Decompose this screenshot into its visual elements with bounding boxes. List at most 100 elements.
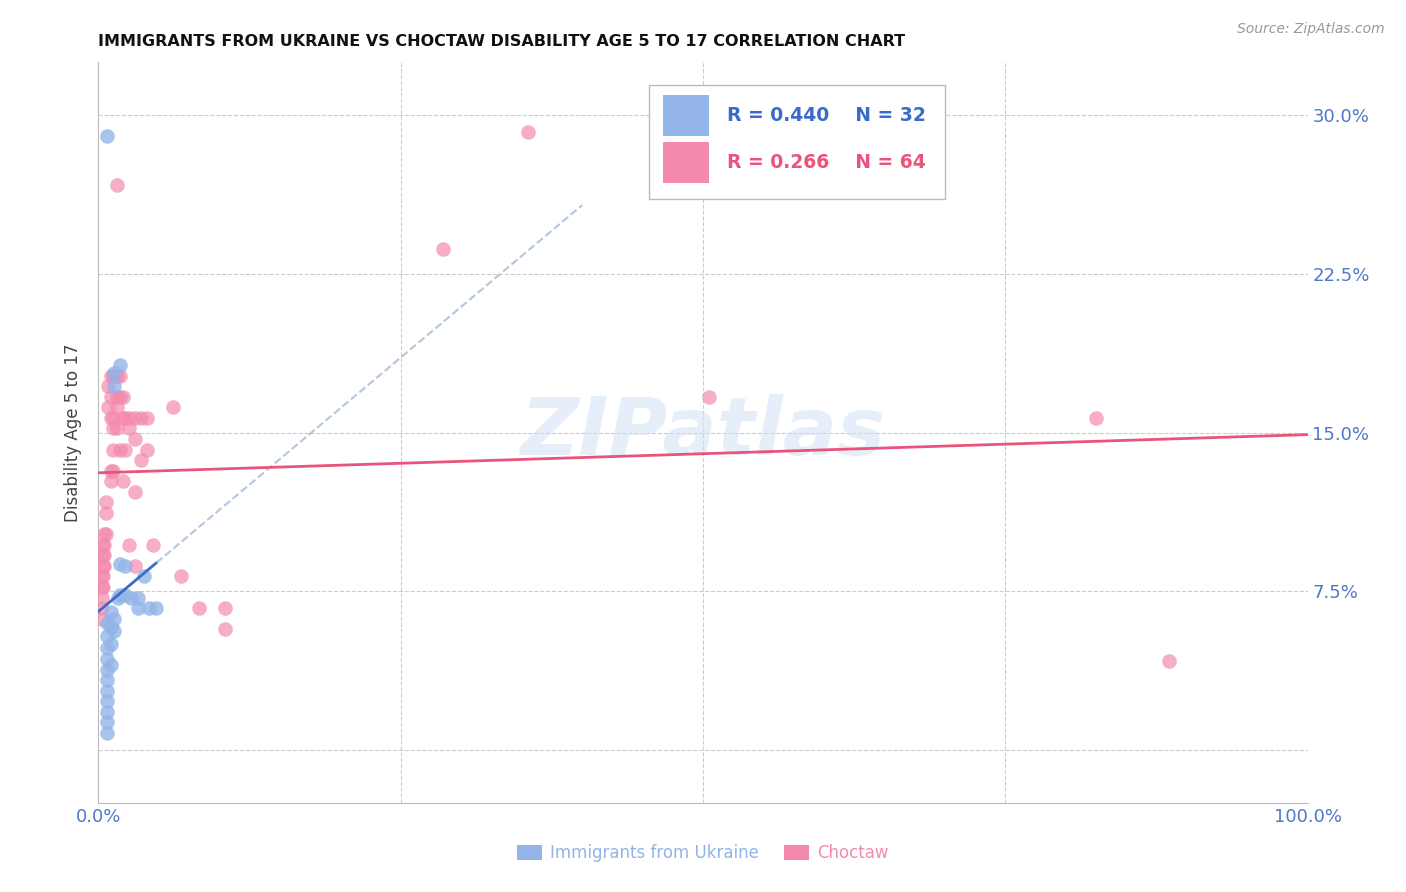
- Point: [111, 390, 134, 404]
- Text: R = 0.266    N = 64: R = 0.266 N = 64: [727, 153, 927, 172]
- Y-axis label: Disability Age 5 to 17: Disability Age 5 to 17: [65, 343, 83, 522]
- Point: [108, 589, 131, 603]
- Point: [105, 390, 128, 404]
- Point: [129, 410, 152, 425]
- Legend: Immigrants from Ukraine, Choctaw: Immigrants from Ukraine, Choctaw: [510, 838, 896, 869]
- Text: IMMIGRANTS FROM UKRAINE VS CHOCTAW DISABILITY AGE 5 TO 17 CORRELATION CHART: IMMIGRANTS FROM UKRAINE VS CHOCTAW DISAB…: [98, 34, 905, 49]
- Point: [96, 705, 118, 719]
- Point: [120, 591, 142, 605]
- Point: [145, 601, 167, 615]
- Point: [96, 715, 118, 730]
- Point: [91, 558, 114, 573]
- Point: [124, 432, 146, 446]
- Text: Source: ZipAtlas.com: Source: ZipAtlas.com: [1237, 22, 1385, 37]
- Point: [108, 368, 131, 383]
- Point: [94, 527, 117, 541]
- Point: [134, 569, 156, 583]
- Point: [103, 379, 125, 393]
- Point: [100, 658, 122, 673]
- Point: [108, 442, 131, 457]
- Point: [96, 629, 118, 643]
- Point: [101, 442, 124, 457]
- Point: [138, 601, 160, 615]
- Point: [107, 591, 129, 605]
- Point: [108, 390, 131, 404]
- Point: [101, 464, 124, 478]
- Point: [108, 557, 131, 571]
- Point: [91, 580, 114, 594]
- Point: [111, 475, 134, 489]
- Point: [187, 601, 209, 615]
- Point: [94, 495, 117, 509]
- Point: [97, 401, 120, 415]
- Point: [108, 358, 131, 372]
- Point: [100, 606, 122, 620]
- Point: [105, 368, 128, 383]
- Point: [91, 612, 114, 626]
- Point: [118, 538, 141, 552]
- Point: [214, 623, 236, 637]
- Point: [103, 612, 125, 626]
- Point: [91, 569, 114, 583]
- Point: [100, 410, 122, 425]
- Point: [96, 694, 118, 708]
- Point: [94, 506, 117, 520]
- Point: [103, 367, 125, 381]
- Point: [127, 591, 149, 605]
- Point: [129, 453, 152, 467]
- Point: [697, 390, 720, 404]
- Bar: [664, 95, 709, 136]
- Point: [124, 410, 146, 425]
- Point: [1085, 410, 1108, 425]
- Point: [101, 421, 124, 435]
- Point: [114, 558, 136, 573]
- Point: [93, 549, 115, 563]
- Point: [111, 410, 134, 425]
- Text: ZIPatlas: ZIPatlas: [520, 393, 886, 472]
- Point: [432, 242, 454, 256]
- Point: [96, 726, 118, 740]
- Point: [100, 620, 122, 634]
- Point: [114, 442, 136, 457]
- Point: [96, 663, 118, 677]
- Point: [100, 368, 122, 383]
- Point: [118, 421, 141, 435]
- Point: [135, 442, 157, 457]
- Point: [105, 421, 128, 435]
- Bar: [664, 142, 709, 183]
- Text: R = 0.440    N = 32: R = 0.440 N = 32: [727, 106, 927, 125]
- Point: [91, 591, 114, 605]
- Point: [93, 558, 115, 573]
- Point: [105, 178, 128, 193]
- Point: [91, 538, 114, 552]
- Point: [103, 624, 125, 639]
- Point: [100, 475, 122, 489]
- Point: [96, 652, 118, 666]
- Point: [96, 641, 118, 656]
- Point: [100, 637, 122, 651]
- Point: [91, 549, 114, 563]
- Point: [135, 410, 157, 425]
- Point: [96, 683, 118, 698]
- Point: [214, 601, 236, 615]
- Point: [516, 125, 538, 139]
- Point: [93, 538, 115, 552]
- Point: [101, 410, 124, 425]
- Point: [96, 129, 118, 144]
- Point: [96, 673, 118, 687]
- Point: [91, 569, 114, 583]
- Point: [100, 464, 122, 478]
- Point: [114, 410, 136, 425]
- Point: [127, 601, 149, 615]
- Point: [96, 615, 118, 630]
- Point: [97, 379, 120, 393]
- Point: [91, 580, 114, 594]
- Point: [142, 538, 165, 552]
- Point: [124, 484, 146, 499]
- Point: [100, 390, 122, 404]
- Point: [118, 410, 141, 425]
- Point: [105, 401, 128, 415]
- Point: [91, 601, 114, 615]
- Point: [162, 401, 184, 415]
- Point: [169, 569, 191, 583]
